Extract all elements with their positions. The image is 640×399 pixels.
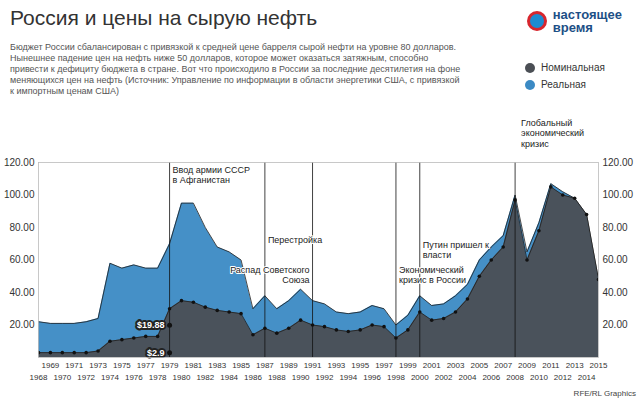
- svg-text:60.00: 60.00: [603, 254, 628, 265]
- svg-text:40.00: 40.00: [9, 287, 34, 298]
- svg-text:1979: 1979: [161, 361, 179, 370]
- svg-text:2013: 2013: [566, 361, 584, 370]
- svg-text:1992: 1992: [316, 373, 334, 382]
- svg-text:1970: 1970: [53, 373, 71, 382]
- svg-text:1999: 1999: [399, 361, 417, 370]
- svg-text:2006: 2006: [482, 373, 500, 382]
- svg-text:1977: 1977: [137, 361, 155, 370]
- svg-text:1980: 1980: [173, 373, 191, 382]
- svg-text:1975: 1975: [113, 361, 131, 370]
- svg-text:2008: 2008: [506, 373, 524, 382]
- svg-text:Экономическийкризис в России: Экономическийкризис в России: [399, 265, 466, 285]
- svg-text:1969: 1969: [42, 361, 60, 370]
- svg-text:1971: 1971: [65, 361, 83, 370]
- svg-text:2009: 2009: [518, 361, 536, 370]
- svg-text:1993: 1993: [327, 361, 345, 370]
- svg-text:$2.9: $2.9: [147, 348, 165, 358]
- svg-text:1998: 1998: [387, 373, 405, 382]
- svg-text:1996: 1996: [363, 373, 381, 382]
- html-text:Бюджет России сбалансирован с: Бюджет России сбалансирован с привязкой …: [10, 42, 461, 96]
- svg-text:120.00: 120.00: [603, 157, 634, 168]
- svg-text:60.00: 60.00: [9, 254, 34, 265]
- svg-text:Перестройка: Перестройка: [268, 235, 322, 245]
- svg-text:1989: 1989: [280, 361, 298, 370]
- svg-text:1990: 1990: [292, 373, 310, 382]
- svg-text:Распад СоветскогоСоюза: Распад СоветскогоСоюза: [230, 265, 309, 285]
- svg-text:1991: 1991: [304, 361, 322, 370]
- svg-text:2010: 2010: [530, 373, 548, 382]
- svg-text:20.00: 20.00: [9, 319, 34, 330]
- svg-text:1973: 1973: [89, 361, 107, 370]
- svg-text:100.00: 100.00: [603, 189, 634, 200]
- svg-text:1984: 1984: [220, 373, 238, 382]
- svg-text:2002: 2002: [435, 373, 453, 382]
- svg-text:$19.88: $19.88: [137, 320, 165, 330]
- svg-text:2005: 2005: [470, 361, 488, 370]
- html-text:Номинальная: Номинальная: [541, 62, 605, 73]
- svg-text:2004: 2004: [459, 373, 477, 382]
- svg-text:2000: 2000: [411, 373, 429, 382]
- svg-text:120.00: 120.00: [4, 157, 35, 168]
- svg-text:2007: 2007: [494, 361, 512, 370]
- svg-text:2003: 2003: [447, 361, 465, 370]
- svg-text:1968: 1968: [30, 373, 48, 382]
- svg-text:100.00: 100.00: [4, 189, 35, 200]
- svg-text:2001: 2001: [423, 361, 441, 370]
- svg-text:1997: 1997: [375, 361, 393, 370]
- svg-text:Глобальныйэкономическийкризис: Глобальныйэкономическийкризис: [521, 118, 584, 149]
- html-text:Россия и цены на сырую нефть: Россия и цены на сырую нефть: [10, 6, 318, 29]
- svg-text:Ввод армии СССРв Афганистан: Ввод армии СССРв Афганистан: [173, 165, 251, 185]
- svg-text:80.00: 80.00: [603, 222, 628, 233]
- svg-text:1972: 1972: [77, 373, 95, 382]
- svg-text:1985: 1985: [232, 361, 250, 370]
- svg-text:1982: 1982: [196, 373, 214, 382]
- svg-text:1981: 1981: [184, 361, 202, 370]
- svg-text:40.00: 40.00: [603, 287, 628, 298]
- svg-text:2015: 2015: [590, 361, 608, 370]
- html-text:RFE/RL Graphics: RFE/RL Graphics: [573, 389, 636, 398]
- svg-text:Путин пришел квласти: Путин пришел квласти: [423, 240, 489, 260]
- svg-text:2011: 2011: [542, 361, 560, 370]
- svg-text:80.00: 80.00: [9, 222, 34, 233]
- svg-text:1974: 1974: [101, 373, 119, 382]
- svg-text:2012: 2012: [554, 373, 572, 382]
- svg-text:1976: 1976: [125, 373, 143, 382]
- html-text:Реальная: Реальная: [541, 79, 586, 90]
- html-text:настоящее время: настоящее время: [552, 7, 622, 35]
- svg-text:20.00: 20.00: [603, 319, 628, 330]
- svg-text:1995: 1995: [351, 361, 369, 370]
- svg-text:1983: 1983: [208, 361, 226, 370]
- svg-text:2014: 2014: [578, 373, 596, 382]
- svg-text:1988: 1988: [268, 373, 286, 382]
- svg-text:1994: 1994: [339, 373, 357, 382]
- svg-text:1986: 1986: [244, 373, 262, 382]
- svg-text:1978: 1978: [149, 373, 167, 382]
- svg-text:1987: 1987: [256, 361, 274, 370]
